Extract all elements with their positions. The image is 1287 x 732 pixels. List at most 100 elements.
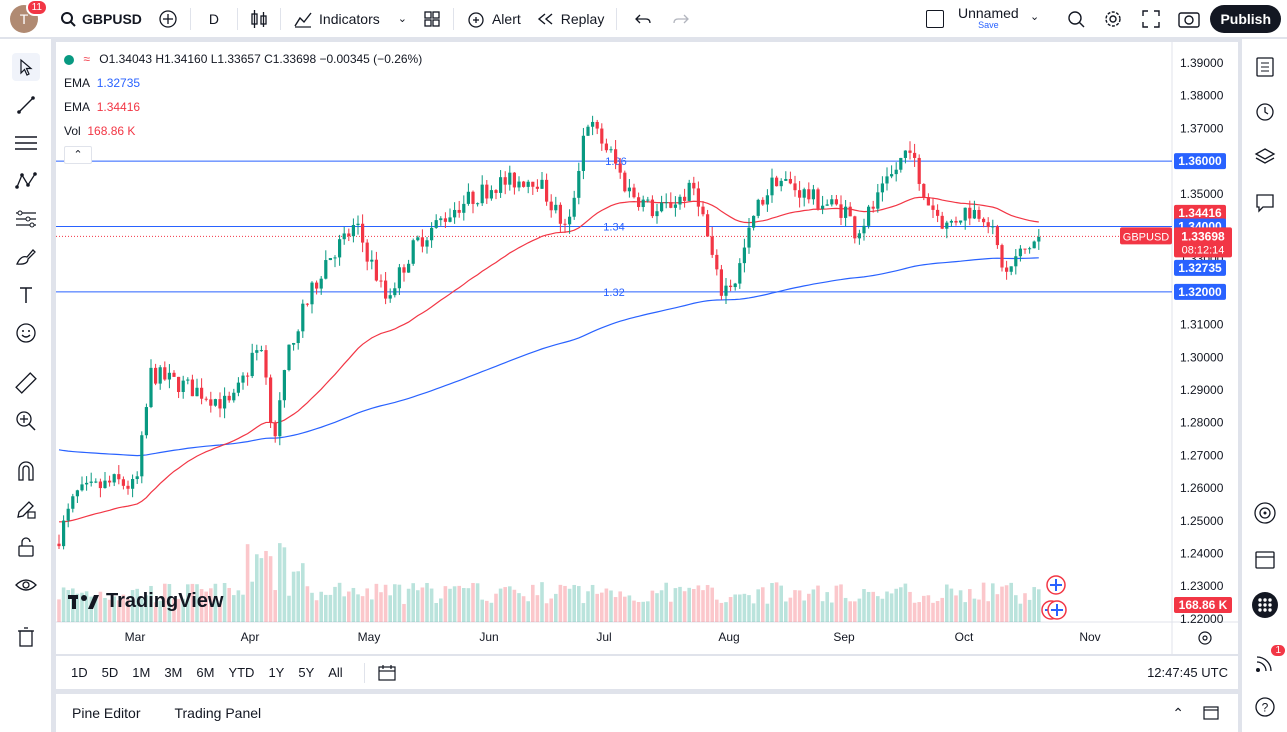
eye-icon[interactable] xyxy=(12,571,40,599)
symbol-search[interactable]: GBPUSD xyxy=(52,0,150,38)
user-avatar[interactable]: T 11 xyxy=(10,0,48,33)
volume-bar xyxy=(747,595,751,622)
lock-icon[interactable] xyxy=(12,533,40,561)
trend-line-icon[interactable] xyxy=(12,91,40,119)
redo-button[interactable] xyxy=(665,0,697,38)
date-range-icon[interactable] xyxy=(377,664,397,682)
volume-bar xyxy=(843,597,848,622)
pattern-icon[interactable] xyxy=(12,167,40,195)
ohlc-values: O1.34043 H1.34160 L1.33657 C1.33698 −0.0… xyxy=(99,52,423,66)
prediction-icon[interactable] xyxy=(12,205,40,233)
range-1y[interactable]: 1Y xyxy=(268,665,285,680)
time-tick-label: Aug xyxy=(718,630,739,644)
apps-icon[interactable] xyxy=(1251,591,1279,619)
volume-bar xyxy=(917,602,921,622)
replay-button[interactable]: Replay xyxy=(529,0,613,38)
chevron-up-icon[interactable]: ⌃ xyxy=(1172,704,1184,721)
volume-bar xyxy=(912,602,917,622)
volume-bar xyxy=(383,584,388,622)
candle-body xyxy=(581,135,585,171)
chart-type-button[interactable] xyxy=(242,0,276,38)
ruler-icon[interactable] xyxy=(12,369,40,397)
watchlist-icon[interactable] xyxy=(1251,53,1279,81)
volume-bar xyxy=(176,598,181,622)
undo-button[interactable] xyxy=(621,0,665,38)
layers-icon[interactable] xyxy=(1251,143,1279,171)
clock[interactable]: 12:47:45 UTC xyxy=(1147,665,1228,680)
volume-bar xyxy=(521,596,526,622)
quick-search-icon[interactable] xyxy=(1066,9,1086,29)
volume-bar xyxy=(439,598,443,622)
ema-legend-1[interactable]: EMA 1.32735 xyxy=(64,76,140,90)
chat-icon[interactable] xyxy=(1251,189,1279,217)
candle-body xyxy=(540,179,544,189)
volume-bar xyxy=(213,583,218,622)
templates-button[interactable] xyxy=(415,0,449,38)
chart-pane[interactable]: 1.361.341.32 1.390001.380001.370001.3600… xyxy=(56,42,1238,654)
volume-bar xyxy=(1014,595,1018,622)
target-icon[interactable] xyxy=(1251,499,1279,527)
magnet-icon[interactable] xyxy=(12,457,40,485)
calendar-icon[interactable] xyxy=(1251,545,1279,573)
range-5d[interactable]: 5D xyxy=(101,665,119,680)
candle-body xyxy=(761,199,765,205)
alarm-icon[interactable] xyxy=(1251,97,1279,125)
volume-bar xyxy=(130,590,135,622)
range-6m[interactable]: 6M xyxy=(196,665,215,680)
cursor-icon[interactable] xyxy=(12,53,40,81)
broadcast-icon[interactable]: 1 xyxy=(1251,645,1285,677)
volume-bar xyxy=(61,587,66,622)
range-1m[interactable]: 1M xyxy=(132,665,151,680)
indicators-button[interactable]: Indicators ⌄ xyxy=(285,0,415,38)
svg-text:?: ? xyxy=(1262,701,1269,715)
range-3m[interactable]: 3M xyxy=(164,665,183,680)
volume-bar xyxy=(347,591,351,622)
horizontal-lines-icon[interactable] xyxy=(12,129,40,157)
range-5y[interactable]: 5Y xyxy=(298,665,315,680)
pencil-lock-icon[interactable] xyxy=(12,495,40,523)
event-flags xyxy=(1041,575,1067,620)
range-all[interactable]: All xyxy=(328,665,343,680)
interval-button[interactable]: D xyxy=(195,0,233,38)
zoom-in-icon[interactable] xyxy=(12,407,40,435)
candle-body xyxy=(770,177,774,196)
volume-bar xyxy=(862,589,866,622)
text-icon[interactable] xyxy=(12,281,40,309)
chevron-down-icon[interactable]: ⌄ xyxy=(1030,11,1040,23)
layout-name-button[interactable]: Unnamed Save xyxy=(958,6,1019,30)
candle-body xyxy=(949,220,953,223)
ema-legend-2[interactable]: EMA 1.34416 xyxy=(64,100,140,114)
tab-pine-editor[interactable]: Pine Editor xyxy=(72,705,141,721)
candle-body xyxy=(310,282,314,305)
time-tick-label: Nov xyxy=(1079,630,1100,644)
candle-body xyxy=(959,220,963,223)
settings-clock-icon[interactable] xyxy=(1198,631,1212,645)
volume-legend[interactable]: Vol 168.86 K xyxy=(64,124,135,138)
collapse-legend-button[interactable]: ⌃ xyxy=(64,146,92,164)
layout-icon[interactable] xyxy=(926,10,944,28)
price-chart[interactable]: 1.361.341.32 1.390001.380001.370001.3600… xyxy=(56,42,1238,654)
volume-bar xyxy=(857,598,862,622)
trash-icon[interactable] xyxy=(12,623,40,651)
range-1d[interactable]: 1D xyxy=(71,665,88,680)
brush-icon[interactable] xyxy=(12,243,40,271)
fullscreen-icon[interactable] xyxy=(1142,10,1160,28)
volume-bar xyxy=(820,601,825,622)
help-icon[interactable]: ? xyxy=(1251,693,1279,721)
alert-button[interactable]: Alert xyxy=(458,0,529,38)
candle-body xyxy=(361,223,365,243)
candle-body xyxy=(333,257,337,259)
volume-bar xyxy=(310,592,314,622)
tab-trading-panel[interactable]: Trading Panel xyxy=(174,705,262,721)
ema-label: EMA xyxy=(64,100,91,114)
camera-icon[interactable] xyxy=(1178,9,1200,29)
range-ytd[interactable]: YTD xyxy=(228,665,255,680)
compare-button[interactable] xyxy=(150,0,186,38)
smiley-icon[interactable] xyxy=(12,319,40,347)
candle-body xyxy=(66,508,70,521)
gear-icon[interactable] xyxy=(1103,9,1123,29)
volume-bar xyxy=(94,597,98,622)
publish-button[interactable]: Publish xyxy=(1210,5,1281,33)
maximize-panel-icon[interactable] xyxy=(1202,705,1220,721)
volume-bar xyxy=(793,590,797,622)
